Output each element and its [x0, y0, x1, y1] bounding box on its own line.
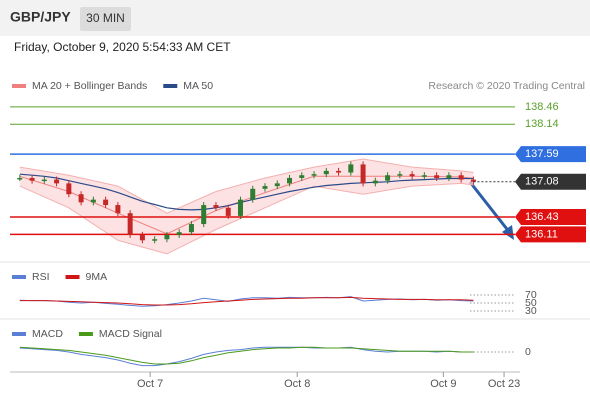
level-tag [515, 208, 586, 225]
legend-swatch [65, 275, 80, 279]
legend-label: MACD Signal [99, 328, 162, 340]
level-tag [515, 146, 586, 163]
level-label: 136.43 [525, 211, 559, 223]
forecast-arrowhead [502, 225, 514, 240]
candle [458, 175, 464, 180]
legend-label: MACD [32, 328, 63, 340]
level-label: 136.11 [525, 228, 558, 240]
candle [274, 183, 280, 187]
candle [188, 224, 194, 233]
indicator-line [19, 346, 474, 365]
candle [311, 174, 317, 176]
candle [397, 174, 403, 176]
y-tick-label: 50 [525, 297, 537, 309]
y-tick-label: 30 [525, 305, 537, 317]
candle [201, 205, 207, 225]
candle [90, 199, 96, 203]
candle [54, 179, 60, 184]
candle [66, 183, 72, 195]
x-tick-label: Oct 23 [488, 378, 520, 390]
candle [225, 207, 231, 216]
legend-swatch [12, 84, 26, 88]
candle [409, 174, 415, 177]
x-tick-label: Oct 7 [137, 378, 163, 390]
candle [115, 205, 121, 214]
level-label: 138.14 [525, 118, 559, 130]
legend-swatch [12, 332, 26, 336]
bollinger-upper [19, 158, 474, 214]
x-tick-label: Oct 9 [430, 378, 456, 390]
candle [360, 164, 366, 184]
legend-swatch [163, 84, 178, 88]
credit: Research © 2020 Trading Central [428, 80, 585, 92]
candle [41, 179, 47, 182]
ma20 [19, 175, 474, 235]
legend-label: 9MA [86, 271, 108, 283]
indicator-line [19, 296, 474, 307]
candle [372, 180, 378, 184]
candle [348, 164, 354, 173]
candle [17, 177, 23, 180]
candle [446, 175, 452, 178]
candle [336, 170, 342, 173]
candle [103, 199, 109, 206]
candle [164, 234, 170, 240]
candle [176, 232, 182, 235]
ma50 [19, 173, 474, 211]
legend-label: RSI [32, 271, 50, 283]
candle [299, 175, 305, 178]
legend-swatch [78, 332, 93, 336]
x-tick-label: Oct 8 [284, 378, 310, 390]
candle [152, 239, 158, 241]
interval-box[interactable] [80, 7, 131, 31]
y-tick-label: 0 [525, 346, 531, 358]
last-price-label: 137.08 [525, 176, 559, 188]
candle [262, 186, 268, 189]
candle [287, 177, 293, 184]
bollinger-lower [19, 182, 474, 255]
candle [213, 205, 219, 208]
bollinger-area [19, 159, 474, 254]
forecast-arrow [468, 181, 512, 234]
level-label: 137.59 [525, 148, 559, 160]
candle [421, 175, 427, 177]
datetime: Friday, October 9, 2020 5:54:33 AM CET [14, 40, 231, 54]
candle [470, 179, 476, 182]
candle [434, 175, 440, 178]
legend-swatch [12, 275, 26, 279]
candle [323, 170, 329, 175]
indicator-line [19, 296, 474, 306]
candle [237, 199, 243, 216]
candle [385, 175, 391, 181]
candle [250, 188, 256, 200]
y-tick-label: 70 [525, 289, 537, 301]
symbol: GBP/JPY [10, 9, 71, 25]
candle [78, 194, 84, 203]
last-price-tag [515, 173, 586, 190]
legend-label: MA 50 [183, 80, 213, 92]
level-label: 138.46 [525, 101, 559, 113]
candle [139, 234, 145, 241]
candle [29, 177, 35, 181]
interval[interactable]: 30 MIN [86, 11, 125, 25]
level-tag [515, 226, 586, 243]
legend-label: MA 20 + Bollinger Bands [32, 80, 147, 92]
candle [127, 213, 133, 235]
